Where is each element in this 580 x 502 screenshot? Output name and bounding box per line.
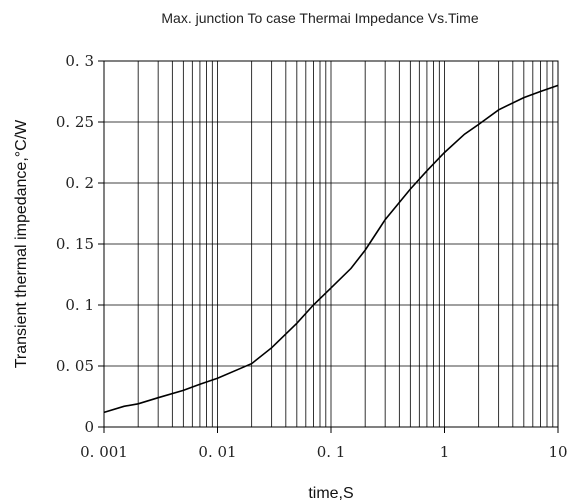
series-line [103, 84, 559, 414]
y-tick-label: 0. 15 [56, 235, 94, 253]
x-tick-label: 10 [548, 443, 567, 461]
y-axis-label: Transient thermal impedance,°C/W [13, 119, 30, 368]
axis-ticks: 0. 001 0. 01 0. 1 1 10 0 0. 05 0. 1 0. 15 0. 2 0. … [56, 52, 568, 461]
x-tick-label: 0. 1 [317, 443, 346, 461]
y-tick-label: 0. 2 [65, 174, 94, 192]
y-tick-label: 0 [84, 418, 94, 436]
y-tick-label: 0. 05 [56, 357, 94, 375]
y-tick-label: 0. 25 [56, 113, 94, 131]
chart-title: Max. junction To case Thermai Impedance … [161, 10, 478, 26]
x-tick-label: 0. 01 [198, 443, 236, 461]
y-tick-label: 0. 3 [65, 52, 94, 70]
x-tick-label: 0. 001 [80, 443, 128, 461]
x-axis-label: time,S [308, 485, 353, 502]
y-tick-label: 0. 1 [65, 296, 94, 314]
x-tick-label: 1 [440, 443, 450, 461]
